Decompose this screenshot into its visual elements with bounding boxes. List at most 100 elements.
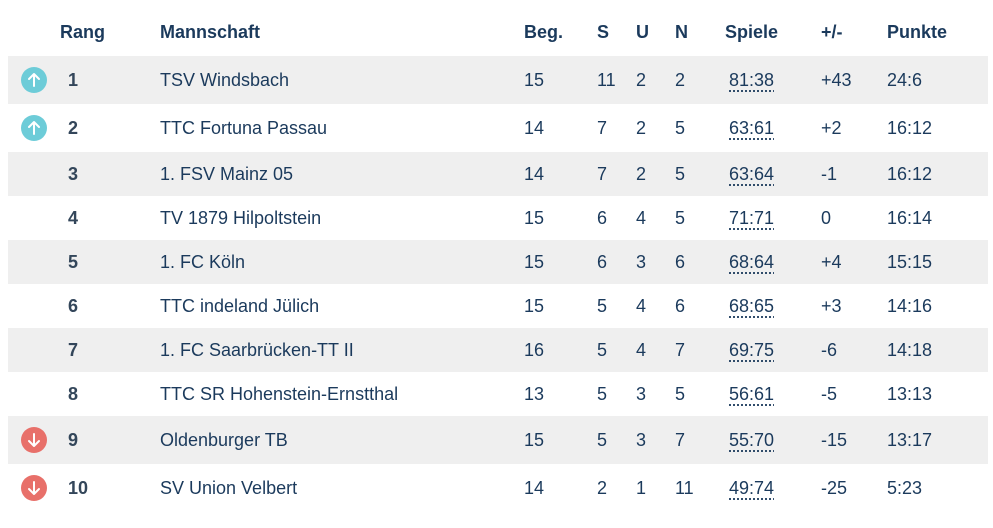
header-s[interactable]: S <box>597 21 610 42</box>
points-cell: 14:18 <box>887 339 933 360</box>
trend-cell <box>8 464 60 512</box>
spiele-cell: 68:64 <box>725 240 821 284</box>
difference-cell: +3 <box>821 295 842 316</box>
draws-cell: 1 <box>636 477 647 498</box>
wins-cell: 2 <box>597 477 608 498</box>
points-cell: 5:23 <box>887 477 923 498</box>
table-row: 8 TTC SR Hohenstein-Ernstthal 13 5 3 5 56:61 -5… <box>8 372 988 416</box>
losses-cell: 7 <box>675 339 686 360</box>
table-row: 5 1. FC Köln 15 6 3 6 68:64 +4 15:15 <box>8 240 988 284</box>
match-score-link[interactable]: 68:64 <box>729 251 775 272</box>
points-cell: 16:14 <box>887 207 933 228</box>
draws-cell: 4 <box>636 295 647 316</box>
table-row: 2 TTC Fortuna Passau 14 7 2 5 63:61 +2 16:12 <box>8 104 988 152</box>
losses-cell: 5 <box>675 207 686 228</box>
match-score-link[interactable]: 49:74 <box>729 477 775 498</box>
arrow-down-icon <box>21 474 47 501</box>
rank-cell: 7 <box>68 339 79 360</box>
match-score-link[interactable]: 55:70 <box>729 429 775 450</box>
match-score-link[interactable]: 81:38 <box>729 69 775 90</box>
header-rang[interactable]: Rang <box>60 21 105 42</box>
losses-cell: 6 <box>675 251 686 272</box>
arrow-up-icon <box>21 66 47 93</box>
trend-cell <box>8 104 60 152</box>
draws-cell: 4 <box>636 339 647 360</box>
table-row: 4 TV 1879 Hilpoltstein 15 6 4 5 71:71 0 16:14 <box>8 196 988 240</box>
losses-cell: 2 <box>675 69 686 90</box>
points-cell: 16:12 <box>887 117 933 138</box>
table-header-row: Rang Mannschaft Beg. S U N Spiele +/- Pu… <box>8 8 988 56</box>
wins-cell: 7 <box>597 163 608 184</box>
team-name: TTC indeland Jülich <box>160 295 320 316</box>
spiele-cell: 69:75 <box>725 328 821 372</box>
games-played-cell: 15 <box>524 207 545 228</box>
wins-cell: 5 <box>597 339 608 360</box>
match-score-link[interactable]: 63:64 <box>729 163 775 184</box>
table-row: 10 SV Union Velbert 14 2 1 11 49:74 -25 5:23 <box>8 464 988 512</box>
header-diff[interactable]: +/- <box>821 21 843 42</box>
team-name: TTC Fortuna Passau <box>160 117 328 138</box>
match-score-link[interactable]: 71:71 <box>729 207 775 228</box>
points-cell: 14:16 <box>887 295 933 316</box>
wins-cell: 5 <box>597 295 608 316</box>
difference-cell: -6 <box>821 339 838 360</box>
losses-cell: 6 <box>675 295 686 316</box>
rank-cell: 6 <box>68 295 79 316</box>
team-name: SV Union Velbert <box>160 477 298 498</box>
team-name: 1. FC Köln <box>160 251 246 272</box>
header-indicator <box>8 8 60 56</box>
header-punkte[interactable]: Punkte <box>887 21 948 42</box>
header-spiele[interactable]: Spiele <box>725 21 779 42</box>
trend-cell <box>8 240 60 284</box>
table-row: 6 TTC indeland Jülich 15 5 4 6 68:65 +3 14:16 <box>8 284 988 328</box>
draws-cell: 2 <box>636 117 647 138</box>
trend-cell <box>8 196 60 240</box>
games-played-cell: 14 <box>524 117 545 138</box>
spiele-cell: 71:71 <box>725 196 821 240</box>
spiele-cell: 63:64 <box>725 152 821 196</box>
match-score-link[interactable]: 63:61 <box>729 117 775 138</box>
wins-cell: 11 <box>597 69 616 90</box>
trend-cell <box>8 152 60 196</box>
table-row: 1 TSV Windsbach 15 11 2 2 81:38 +43 24:6 <box>8 56 988 104</box>
match-score-link[interactable]: 68:65 <box>729 295 775 316</box>
team-name: TSV Windsbach <box>160 69 290 90</box>
trend-cell <box>8 416 60 464</box>
points-cell: 13:17 <box>887 429 933 450</box>
difference-cell: -15 <box>821 429 848 450</box>
team-name: TTC SR Hohenstein-Ernstthal <box>160 383 399 404</box>
difference-cell: +43 <box>821 69 852 90</box>
rank-cell: 4 <box>68 207 79 228</box>
difference-cell: 0 <box>821 207 832 228</box>
table-row: 9 Oldenburger TB 15 5 3 7 55:70 -15 13:17 <box>8 416 988 464</box>
rank-cell: 3 <box>68 163 79 184</box>
rank-cell: 9 <box>68 429 79 450</box>
games-played-cell: 15 <box>524 69 545 90</box>
difference-cell: +4 <box>821 251 842 272</box>
games-played-cell: 15 <box>524 295 545 316</box>
team-name: TV 1879 Hilpoltstein <box>160 207 322 228</box>
losses-cell: 5 <box>675 117 686 138</box>
header-beg[interactable]: Beg. <box>524 21 564 42</box>
trend-cell <box>8 372 60 416</box>
header-u[interactable]: U <box>636 21 649 42</box>
difference-cell: -1 <box>821 163 838 184</box>
spiele-cell: 49:74 <box>725 464 821 512</box>
header-mannschaft[interactable]: Mannschaft <box>160 21 261 42</box>
wins-cell: 5 <box>597 383 608 404</box>
match-score-link[interactable]: 56:61 <box>729 383 775 404</box>
spiele-cell: 63:61 <box>725 104 821 152</box>
draws-cell: 3 <box>636 251 647 272</box>
team-name: 1. FC Saarbrücken-TT II <box>160 339 354 360</box>
draws-cell: 2 <box>636 163 647 184</box>
rank-cell: 10 <box>68 477 89 498</box>
wins-cell: 6 <box>597 251 608 272</box>
team-name: Oldenburger TB <box>160 429 288 450</box>
header-n[interactable]: N <box>675 21 688 42</box>
arrow-down-icon <box>21 426 47 453</box>
match-score-link[interactable]: 69:75 <box>729 339 775 360</box>
wins-cell: 7 <box>597 117 608 138</box>
losses-cell: 5 <box>675 383 686 404</box>
points-cell: 24:6 <box>887 69 923 90</box>
trend-cell <box>8 284 60 328</box>
